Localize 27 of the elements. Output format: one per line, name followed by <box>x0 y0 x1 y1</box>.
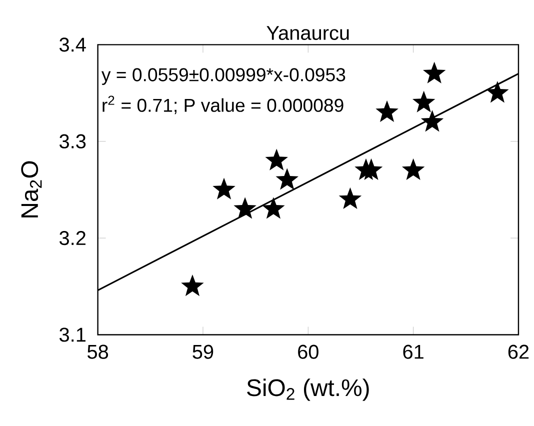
x-tick-label: 59 <box>192 344 214 360</box>
y-tick-label: 3.4 <box>60 38 86 52</box>
point <box>234 197 256 219</box>
chart-title: Yanaurcu <box>266 26 349 40</box>
y-tick-label: 3.1 <box>60 328 86 342</box>
y-tick-label: 3.3 <box>60 134 86 149</box>
point <box>402 158 425 180</box>
point <box>412 90 436 113</box>
point <box>276 168 298 190</box>
x-tick-label: 58 <box>88 344 108 360</box>
x-tick-label: 62 <box>508 344 529 360</box>
annotation: r$^{2}$ = 0.71; P value = 0.000089 <box>102 96 344 114</box>
point <box>181 274 204 296</box>
point <box>422 62 446 84</box>
point <box>338 188 362 210</box>
point <box>486 81 509 103</box>
point <box>376 100 398 122</box>
x-axis-title: SiO$_{2}$ (wt.%) <box>247 378 369 402</box>
x-tick-label: 60 <box>298 344 318 360</box>
point <box>420 110 444 132</box>
x-tick-label: 61 <box>403 344 424 360</box>
annotation: y = 0.0559±0.00999*x-0.0953 <box>101 68 346 86</box>
point <box>262 197 285 219</box>
y-axis-title: Na$_{2}$O <box>21 161 42 218</box>
point <box>265 148 288 171</box>
y-tick-label: 3.2 <box>60 231 86 246</box>
point <box>212 178 236 200</box>
